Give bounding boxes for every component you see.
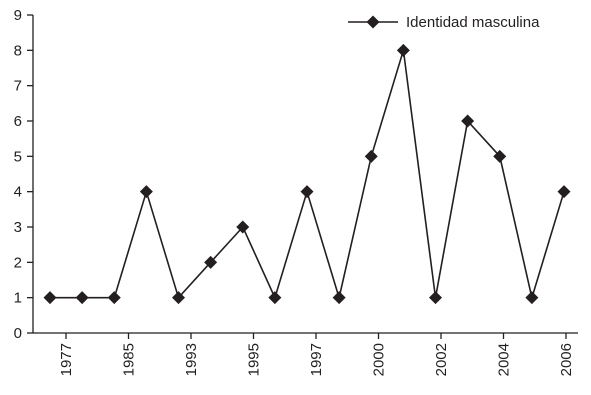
x-tick-label: 2000: [371, 343, 388, 376]
series-layer: [43, 43, 571, 305]
data-point-marker: [268, 291, 282, 305]
x-tick-label: 1985: [121, 343, 138, 376]
data-point-marker: [300, 185, 314, 199]
y-tick-label: 3: [14, 219, 22, 236]
y-tick-label: 0: [14, 325, 22, 342]
legend-diamond-marker: [366, 15, 380, 29]
series-line-identidad-masculina: [50, 50, 565, 301]
y-tick-label: 8: [14, 42, 22, 59]
y-tick-label: 9: [14, 7, 22, 24]
y-tick-label: 6: [14, 113, 22, 130]
y-axis: 0 1 2 3 4 5 6 7 8 9: [14, 7, 34, 342]
data-point-marker: [107, 291, 121, 305]
data-point-marker: [461, 114, 475, 128]
y-tick-label: 7: [14, 78, 22, 95]
data-point-marker: [364, 149, 378, 163]
x-tick-label: 1993: [183, 343, 200, 376]
x-tick-label: 2004: [496, 343, 513, 376]
data-point-marker: [204, 255, 218, 269]
x-tick-label: 2002: [433, 343, 450, 376]
data-point-marker: [396, 43, 410, 57]
y-tick-label: 5: [14, 148, 22, 165]
x-tick-label: 1977: [58, 343, 75, 376]
y-tick-label: 4: [14, 184, 22, 201]
x-tick-label: 2006: [558, 343, 575, 376]
data-point-marker: [557, 185, 571, 199]
data-point-marker: [139, 185, 153, 199]
data-point-marker: [172, 291, 185, 305]
data-point-marker: [525, 291, 539, 305]
data-point-marker: [429, 291, 442, 305]
x-tick-label: 1995: [246, 343, 263, 376]
data-point-marker: [75, 291, 89, 305]
legend-label: Identidad masculina: [406, 14, 540, 31]
x-tick-label: 1997: [308, 343, 325, 376]
data-point-marker: [493, 149, 507, 163]
data-point-marker: [332, 291, 346, 305]
x-axis: 1977 1985 1993 1995 1997 2000 2002 2004 2006: [33, 332, 578, 376]
y-tick-label: 1: [14, 290, 22, 307]
y-tick-label: 2: [14, 254, 22, 271]
data-point-marker: [236, 220, 250, 234]
data-point-marker: [43, 291, 57, 305]
legend: Identidad masculina: [348, 14, 540, 31]
